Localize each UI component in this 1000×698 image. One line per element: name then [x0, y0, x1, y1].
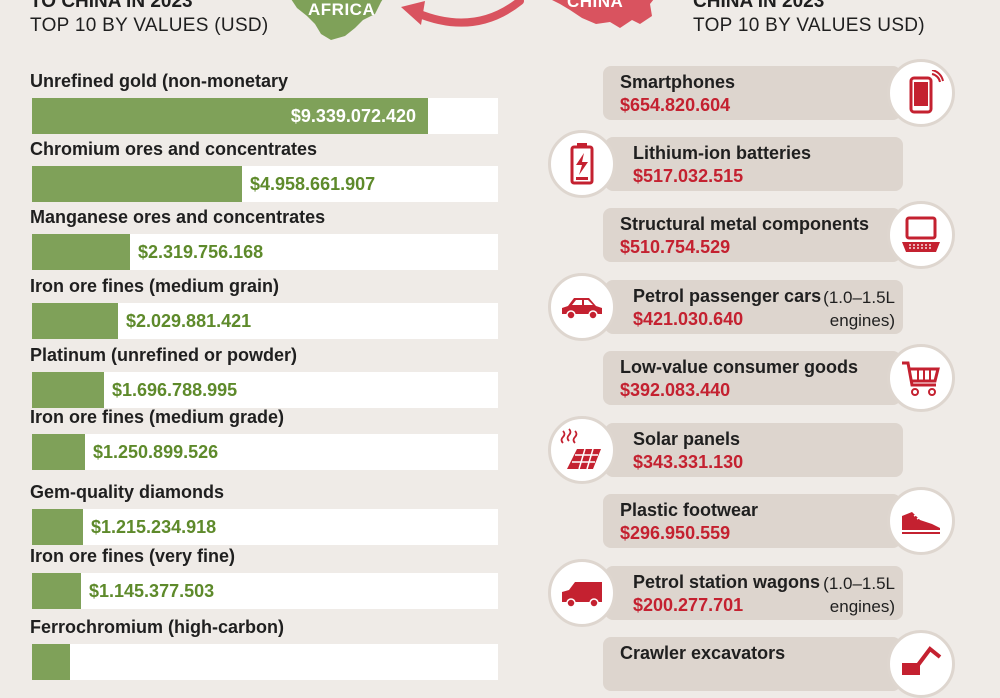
- import-name: Solar panels: [633, 429, 741, 449]
- import-value: $421.030.640: [633, 309, 744, 329]
- africa-map-icon: [291, 0, 383, 40]
- imports-title: CHINA IN 2023: [693, 0, 825, 12]
- laptop-icon: [887, 201, 955, 269]
- export-category-label: Platinum (unrefined or powder): [30, 345, 298, 365]
- export-bar: [32, 303, 118, 339]
- solar-panel-icon: [548, 416, 616, 484]
- import-card: Petrol passenger cars $421.030.640 (1.0–1.…: [605, 280, 903, 334]
- battery-icon: [548, 130, 616, 198]
- import-value: $510.754.529: [620, 237, 731, 257]
- export-value-label: $2.319.756.168: [138, 242, 264, 262]
- china-label: CHINA: [567, 0, 624, 11]
- export-category-label: Gem-quality diamonds: [30, 482, 225, 502]
- export-value-label: $1.215.234.918: [91, 517, 217, 537]
- shopping-cart-icon: [887, 344, 955, 412]
- export-row: Iron ore fines (medium grade) $1.250.899.…: [30, 406, 498, 470]
- export-bar-track: $9.339.072.420: [32, 98, 498, 134]
- export-bar: [32, 166, 242, 202]
- export-row: Manganese ores and concentrates $2.319.75…: [30, 206, 498, 270]
- trade-arrow-icon: [401, 0, 524, 27]
- import-value: $296.950.559: [620, 523, 731, 543]
- export-bar: [32, 509, 83, 545]
- exports-subtitle: TOP 10 BY VALUES (USD): [30, 15, 269, 36]
- import-value: $200.277.701: [633, 595, 744, 615]
- import-name: Structural metal components: [620, 214, 870, 234]
- export-value-label: $4.958.661.907: [250, 174, 376, 194]
- export-row: Unrefined gold (non-monetary $9.339.072.4…: [30, 70, 498, 134]
- export-row: Platinum (unrefined or powder) $1.696.788…: [30, 344, 498, 408]
- export-bar-track: $2.319.756.168: [32, 234, 498, 270]
- export-value-label: $2.029.881.421: [126, 311, 252, 331]
- import-card: Plastic footwear $296.950.559: [603, 494, 901, 548]
- station-wagon-icon: [548, 559, 616, 627]
- import-note-line: (1.0–1.5L: [823, 574, 895, 593]
- export-row: Ferrochromium (high-carbon): [30, 616, 498, 680]
- import-name: Plastic footwear: [620, 500, 759, 520]
- export-row: Iron ore fines (medium grain) $2.029.881.…: [30, 275, 498, 339]
- import-value: $517.032.515: [633, 166, 744, 186]
- import-note-line: engines): [829, 311, 895, 330]
- export-category-label: Unrefined gold (non-monetary: [30, 71, 288, 91]
- import-card: Petrol station wagons $200.277.701 (1.0–1.…: [605, 566, 903, 620]
- import-note: (1.0–1.5L engines): [823, 572, 895, 618]
- export-bar-track: $4.958.661.907: [32, 166, 498, 202]
- export-bar: [32, 573, 81, 609]
- africa-label: AFRICA: [308, 0, 376, 19]
- export-bar: [32, 434, 85, 470]
- export-bar: [32, 372, 104, 408]
- export-row: Iron ore fines (very fine) $1.145.377.503: [30, 545, 498, 609]
- export-bar-track: $1.696.788.995: [32, 372, 498, 408]
- import-name: Lithium-ion batteries: [633, 143, 812, 163]
- export-row: Chromium ores and concentrates $4.958.661…: [30, 138, 498, 202]
- export-category-label: Chromium ores and concentrates: [30, 139, 318, 159]
- export-value-label: $1.696.788.995: [112, 380, 238, 400]
- export-category-label: Manganese ores and concentrates: [30, 207, 326, 227]
- import-name: Petrol passenger cars: [633, 286, 822, 306]
- import-value: $654.820.604: [620, 95, 731, 115]
- export-bar: [32, 234, 130, 270]
- imports-subtitle: TOP 10 BY VALUES USD): [693, 15, 925, 36]
- exports-header: TO CHINA IN 2023 TOP 10 BY VALUES (USD): [30, 0, 269, 38]
- import-card: Structural metal components $510.754.529: [603, 208, 901, 262]
- export-value-label: $1.145.377.503: [89, 581, 215, 601]
- export-bar: [32, 644, 70, 680]
- import-note-line: (1.0–1.5L: [823, 288, 895, 307]
- export-category-label: Ferrochromium (high-carbon): [30, 617, 285, 637]
- export-category-label: Iron ore fines (very fine): [30, 546, 236, 566]
- export-bar-track: $1.250.899.526: [32, 434, 498, 470]
- imports-header: CHINA IN 2023 TOP 10 BY VALUES USD): [693, 0, 925, 38]
- import-card: Low-value consumer goods $392.083.440: [603, 351, 901, 405]
- import-name: Smartphones: [620, 72, 736, 92]
- export-value-label: $1.250.899.526: [93, 442, 219, 462]
- import-value: $392.083.440: [620, 380, 731, 400]
- export-category-label: Iron ore fines (medium grain): [30, 276, 280, 296]
- export-category-label: Iron ore fines (medium grade): [30, 407, 285, 427]
- smartphone-icon: [887, 59, 955, 127]
- china-map-icon: [552, 0, 654, 28]
- import-name: Low-value consumer goods: [620, 357, 859, 377]
- export-bar-track: $1.215.234.918: [32, 509, 498, 545]
- import-value: $343.331.130: [633, 452, 744, 472]
- exports-title: TO CHINA IN 2023: [30, 0, 193, 12]
- shoe-icon: [887, 487, 955, 555]
- import-card: Solar panels $343.331.130: [605, 423, 903, 477]
- import-card: Crawler excavators: [603, 637, 901, 691]
- car-icon: [548, 273, 616, 341]
- export-bar: [32, 98, 428, 134]
- import-card: Lithium-ion batteries $517.032.515: [605, 137, 903, 191]
- import-name: Petrol station wagons: [633, 572, 821, 592]
- export-row: Gem-quality diamonds $1.215.234.918: [30, 481, 498, 545]
- export-bar-track: $1.145.377.503: [32, 573, 498, 609]
- import-name: Crawler excavators: [620, 643, 786, 663]
- excavator-icon: [887, 630, 955, 698]
- import-card: Smartphones $654.820.604: [603, 66, 901, 120]
- export-value-label: $9.339.072.420: [290, 106, 416, 126]
- import-note: (1.0–1.5L engines): [823, 286, 895, 332]
- export-bar-track: [32, 644, 498, 680]
- export-bar-track: $2.029.881.421: [32, 303, 498, 339]
- import-note-line: engines): [829, 597, 895, 616]
